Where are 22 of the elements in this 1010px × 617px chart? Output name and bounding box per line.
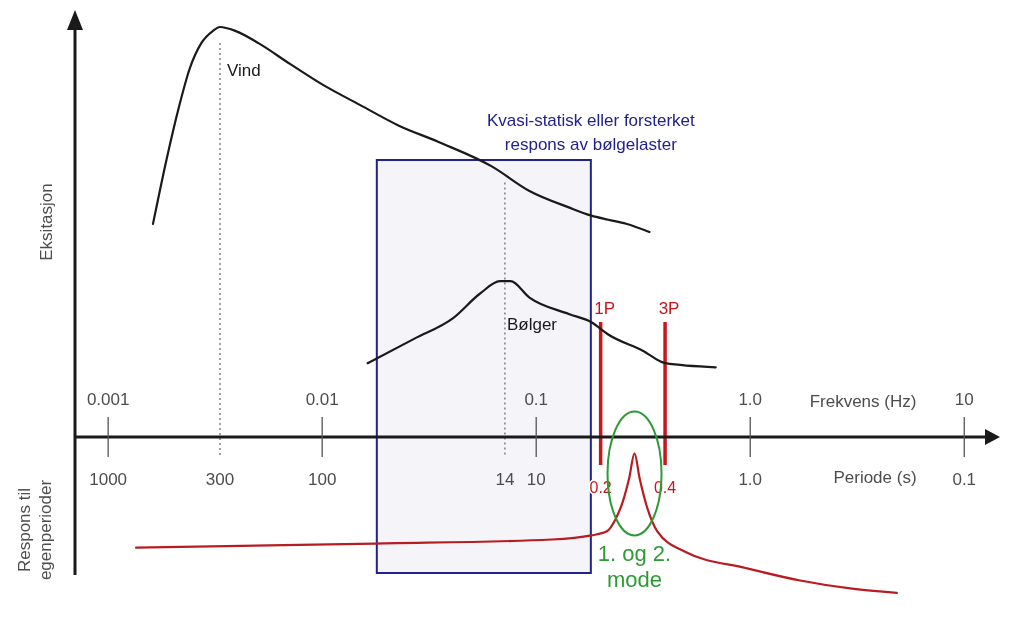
ref-line-label: 3P [658,299,680,318]
ref-line-label: 1P [594,299,616,318]
annotation: 100 [307,470,337,489]
x-axis-title: Frekvens (Hz) [809,392,917,411]
y-axis-title: Eksitasjon [37,183,56,261]
x-tick-label: 0.01 [305,390,339,409]
annotation: 300 [205,470,235,489]
annotation: 0.1 [952,470,977,489]
annotation: 10 [526,470,546,489]
text: Respons til egenperioder [15,479,55,581]
annotation: 1. og 2. mode [597,541,672,593]
x-tick-label: 0.1 [524,390,549,409]
series-label: Vind [226,61,261,81]
band-label: Kvasi-statisk eller forsterket respons av bølgelaster [486,111,696,155]
annotation: 1000 [89,470,128,489]
x-tick-label: 1.0 [738,390,763,409]
annotation: 1.0 [738,470,763,489]
annotation: 14 [495,470,515,489]
x-tick-label: 10 [954,390,974,409]
annotation: Periode (s) [833,468,917,487]
x-tick-label: 0.001 [86,390,130,409]
series-label: Bølger [506,315,558,335]
